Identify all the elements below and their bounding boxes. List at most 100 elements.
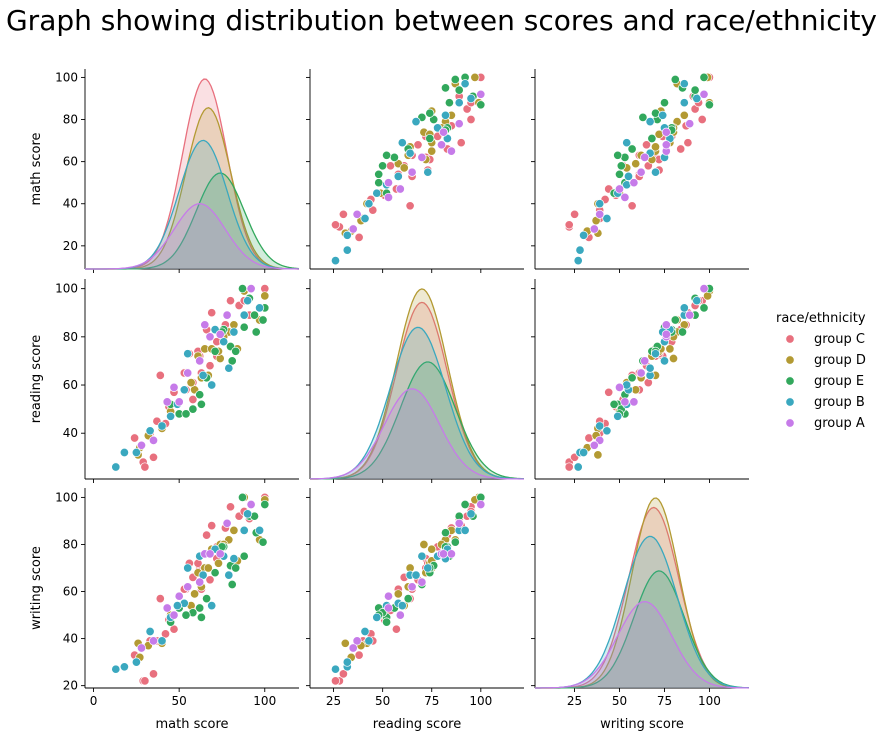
scatter-point bbox=[661, 127, 671, 137]
x-tick-label: 25 bbox=[326, 694, 341, 708]
kde-fill bbox=[85, 173, 299, 269]
scatter-point bbox=[683, 138, 693, 148]
scatter-point bbox=[239, 322, 249, 332]
scatter-point bbox=[470, 72, 480, 82]
y-tick-label: 40 bbox=[63, 197, 78, 211]
x-tick-label: 25 bbox=[567, 694, 582, 708]
scatter-point bbox=[699, 284, 709, 294]
scatter-point bbox=[629, 397, 639, 407]
legend-label: group D bbox=[814, 353, 866, 368]
scatter-point bbox=[119, 662, 129, 672]
kde-fill bbox=[535, 498, 749, 688]
scatter-point bbox=[466, 509, 476, 519]
kde-line bbox=[535, 570, 750, 689]
scatter-point bbox=[636, 167, 646, 177]
scatter-point bbox=[196, 612, 206, 622]
scatter-point bbox=[640, 356, 650, 366]
scatter-point bbox=[570, 209, 580, 219]
scatter-point bbox=[172, 601, 182, 611]
scatter-point bbox=[411, 570, 421, 580]
scatter-point bbox=[614, 169, 625, 179]
scatter-point bbox=[255, 525, 265, 535]
scatter-point bbox=[393, 589, 403, 599]
y-tick-label: 80 bbox=[63, 537, 78, 551]
scatter-point bbox=[397, 138, 407, 148]
scatter-point bbox=[614, 382, 625, 392]
scatter-point bbox=[174, 397, 184, 407]
scatter-point bbox=[668, 353, 679, 364]
scatter-point bbox=[423, 563, 433, 573]
scatter-point bbox=[372, 612, 382, 622]
legend-label: group E bbox=[814, 374, 864, 389]
scatter-point bbox=[405, 201, 415, 211]
scatter-point bbox=[225, 502, 236, 512]
scatter-point bbox=[205, 361, 215, 371]
scatter-point bbox=[658, 110, 668, 120]
scatter-point bbox=[454, 119, 464, 129]
scatter-point bbox=[364, 199, 374, 209]
scatter-point bbox=[699, 303, 709, 313]
scatter-point bbox=[620, 397, 630, 407]
y-tick-label: 20 bbox=[63, 679, 78, 693]
scatter-point bbox=[338, 209, 348, 219]
scatter-point bbox=[440, 110, 451, 120]
scatter-point bbox=[456, 138, 466, 148]
scatter-point bbox=[364, 636, 374, 646]
scatter-point bbox=[140, 462, 150, 472]
scatter-point bbox=[342, 230, 352, 240]
scatter-point bbox=[699, 72, 709, 82]
x-axis-label: writing score bbox=[600, 717, 684, 732]
scatter-point bbox=[476, 499, 486, 510]
scatter-point bbox=[225, 296, 236, 306]
scatter-point bbox=[205, 332, 215, 342]
scatter-point bbox=[207, 308, 217, 318]
x-axis-label: math score bbox=[155, 717, 228, 732]
scatter-point bbox=[205, 549, 215, 559]
scatter-point bbox=[704, 100, 714, 110]
scatter-point bbox=[389, 152, 399, 162]
scatter-point bbox=[243, 296, 253, 306]
legend-label: group B bbox=[814, 395, 865, 410]
scatter-point bbox=[157, 636, 167, 646]
scatter-point bbox=[454, 85, 464, 95]
kde-line bbox=[310, 388, 524, 480]
scatter-point bbox=[131, 447, 141, 458]
scatter-point bbox=[427, 146, 437, 156]
scatter-point bbox=[446, 146, 456, 156]
kde-fill bbox=[85, 107, 299, 269]
scatter-point bbox=[383, 192, 394, 202]
scatter-point bbox=[229, 525, 239, 535]
scatter-point bbox=[407, 167, 417, 177]
scatter-point bbox=[239, 551, 249, 561]
scatter-point bbox=[224, 363, 234, 373]
scatter-point bbox=[454, 518, 464, 528]
scatter-point bbox=[395, 610, 405, 620]
scatter-point bbox=[573, 462, 583, 472]
scatter-point bbox=[203, 563, 213, 573]
scatter-point bbox=[661, 329, 671, 339]
scatter-point bbox=[417, 551, 427, 561]
kde-line bbox=[535, 600, 750, 689]
scatter-point bbox=[330, 664, 341, 674]
scatter-point bbox=[330, 220, 341, 230]
x-axis-label: reading score bbox=[373, 717, 461, 732]
y-tick-label: 40 bbox=[63, 426, 78, 440]
scatter-point bbox=[119, 447, 129, 458]
y-axis-label: math score bbox=[29, 132, 44, 205]
scatter-point bbox=[476, 89, 486, 99]
kde-fill bbox=[85, 140, 299, 269]
scatter-point bbox=[188, 404, 198, 414]
scatter-point bbox=[111, 664, 121, 674]
scatter-point bbox=[454, 98, 464, 108]
scatter-point bbox=[174, 591, 184, 601]
legend-marker bbox=[785, 355, 795, 365]
scatter-point bbox=[679, 110, 689, 120]
scatter-point bbox=[650, 349, 661, 359]
scatter-point bbox=[622, 138, 632, 148]
scatter-point bbox=[260, 291, 270, 301]
scatter-point bbox=[589, 224, 599, 234]
legend-marker bbox=[785, 418, 795, 428]
scatter-point bbox=[450, 537, 460, 547]
scatter-point bbox=[579, 230, 589, 240]
